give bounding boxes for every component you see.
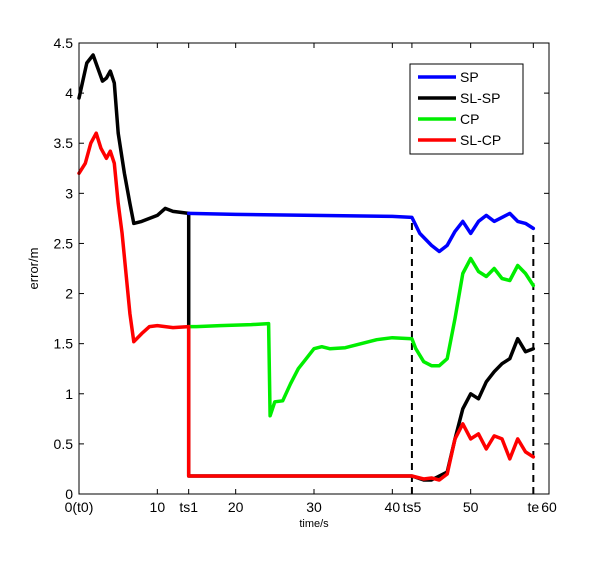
y-tick-label-3: 1.5 bbox=[54, 336, 74, 352]
x-tick-label-5: 40 bbox=[385, 499, 401, 515]
y-axis: 0 0.5 1 1.5 2 2.5 3 3.5 4 4.5 bbox=[54, 35, 549, 502]
y-tick-label-4: 2 bbox=[65, 286, 73, 302]
legend-label-cp: CP bbox=[460, 111, 479, 127]
series-line-sp bbox=[186, 211, 536, 254]
x-axis-label: time/s bbox=[299, 518, 329, 530]
x-tick-label-7: 50 bbox=[463, 499, 479, 515]
x-tick-label-9: 60 bbox=[541, 499, 557, 515]
x-tick-label-8: te bbox=[527, 499, 539, 515]
x-tick-label-3: 20 bbox=[228, 499, 244, 515]
y-tick-label-9: 4.5 bbox=[54, 35, 74, 51]
legend-label-sl-cp: SL-CP bbox=[460, 132, 501, 148]
y-tick-label-7: 3.5 bbox=[54, 135, 74, 151]
y-tick-label-6: 3 bbox=[65, 185, 73, 201]
x-tick-label-6: ts5 bbox=[403, 499, 422, 515]
legend-label-sl-sp: SL-SP bbox=[460, 90, 500, 106]
y-tick-label-2: 1 bbox=[65, 386, 73, 402]
reference-lines bbox=[410, 218, 535, 494]
data-series bbox=[77, 53, 536, 482]
x-tick-label-2: ts1 bbox=[179, 499, 198, 515]
legend: SP SL-SP CP SL-CP bbox=[409, 63, 524, 155]
x-tick-label-0: 0(t0) bbox=[65, 499, 94, 515]
y-axis-label: error/m bbox=[26, 248, 41, 290]
y-tick-label-1: 0.5 bbox=[54, 436, 74, 452]
legend-label-sp: SP bbox=[460, 69, 479, 85]
y-tick-label-5: 2.5 bbox=[54, 235, 74, 251]
series-line-sl-cp bbox=[77, 131, 536, 482]
series-line-cp bbox=[186, 256, 536, 418]
x-axis: 0(t0) 10 ts1 20 30 40 ts5 50 te 60 bbox=[65, 43, 557, 515]
x-tick-label-4: 30 bbox=[306, 499, 322, 515]
y-tick-label-8: 4 bbox=[65, 85, 73, 101]
x-tick-label-1: 10 bbox=[150, 499, 166, 515]
y-tick-label-0: 0 bbox=[65, 486, 73, 502]
